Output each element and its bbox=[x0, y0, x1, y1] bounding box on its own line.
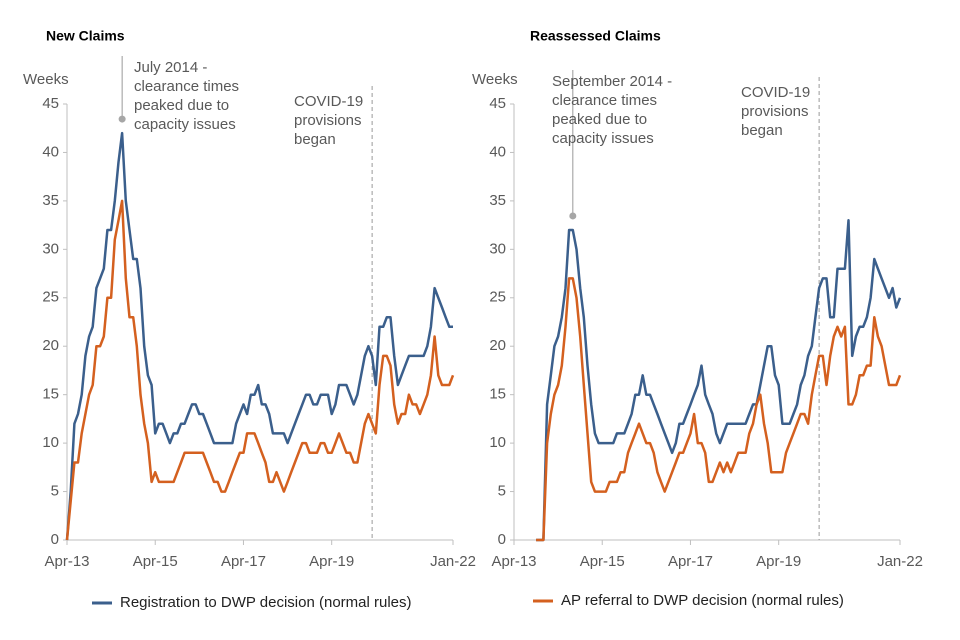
y-tick-label: 35 bbox=[489, 192, 506, 209]
x-tick-label: Apr-19 bbox=[756, 553, 801, 570]
y-tick-label: 15 bbox=[489, 386, 506, 403]
y-tick-label: 10 bbox=[42, 434, 59, 451]
x-tick-label: Jan-22 bbox=[877, 553, 923, 570]
x-tick-label: Apr-13 bbox=[491, 553, 536, 570]
y-tick-label: 10 bbox=[489, 434, 506, 451]
series-line bbox=[65, 199, 455, 541]
y-tick-label: 35 bbox=[42, 192, 59, 209]
annotation-dot bbox=[569, 212, 577, 220]
annotation: began bbox=[294, 131, 336, 148]
y-tick-label: 20 bbox=[42, 337, 59, 354]
x-tick-label: Apr-15 bbox=[133, 553, 178, 570]
annotation: clearance times bbox=[134, 78, 239, 95]
y-tick-label: 45 bbox=[489, 95, 506, 112]
chart-title: New Claims bbox=[46, 28, 125, 44]
y-tick-label: 15 bbox=[42, 386, 59, 403]
legend-label: Registration to DWP decision (normal rul… bbox=[120, 594, 412, 611]
annotation: peaked due to bbox=[552, 111, 647, 128]
series-line bbox=[65, 131, 453, 541]
annotation: peaked due to bbox=[134, 97, 229, 114]
annotation: began bbox=[741, 122, 783, 139]
x-tick-label: Apr-19 bbox=[309, 553, 354, 570]
x-tick-label: Jan-22 bbox=[430, 553, 476, 570]
y-tick-label: 30 bbox=[489, 240, 506, 257]
y-tick-label: 20 bbox=[489, 337, 506, 354]
y-tick-label: 40 bbox=[489, 143, 506, 160]
annotation-dot bbox=[118, 115, 126, 123]
annotation: provisions bbox=[294, 112, 362, 129]
annotation: July 2014 - bbox=[134, 59, 207, 76]
chart-title: Reassessed Claims bbox=[530, 28, 661, 44]
y-tick-label: 0 bbox=[498, 531, 506, 548]
annotation: COVID-19 bbox=[294, 93, 363, 110]
annotation: provisions bbox=[741, 103, 809, 120]
y-tick-label: 0 bbox=[51, 531, 59, 548]
y-tick-label: 40 bbox=[42, 143, 59, 160]
annotation: September 2014 - bbox=[552, 73, 672, 90]
y-tick-label: 5 bbox=[51, 483, 59, 500]
x-tick-label: Apr-17 bbox=[668, 553, 713, 570]
y-axis-label: Weeks bbox=[472, 71, 518, 88]
y-tick-label: 5 bbox=[498, 483, 506, 500]
legend-label: AP referral to DWP decision (normal rule… bbox=[561, 592, 844, 609]
annotation: clearance times bbox=[552, 92, 657, 109]
y-axis-label: Weeks bbox=[23, 71, 69, 88]
annotation: capacity issues bbox=[134, 116, 236, 133]
series-line bbox=[536, 277, 902, 542]
annotation: capacity issues bbox=[552, 130, 654, 147]
annotation: COVID-19 bbox=[741, 84, 810, 101]
y-tick-label: 25 bbox=[42, 289, 59, 306]
y-tick-label: 45 bbox=[42, 95, 59, 112]
x-tick-label: Apr-13 bbox=[44, 553, 89, 570]
y-tick-label: 30 bbox=[42, 240, 59, 257]
x-tick-label: Apr-15 bbox=[580, 553, 625, 570]
y-tick-label: 25 bbox=[489, 289, 506, 306]
series-line bbox=[536, 219, 902, 542]
x-tick-label: Apr-17 bbox=[221, 553, 266, 570]
